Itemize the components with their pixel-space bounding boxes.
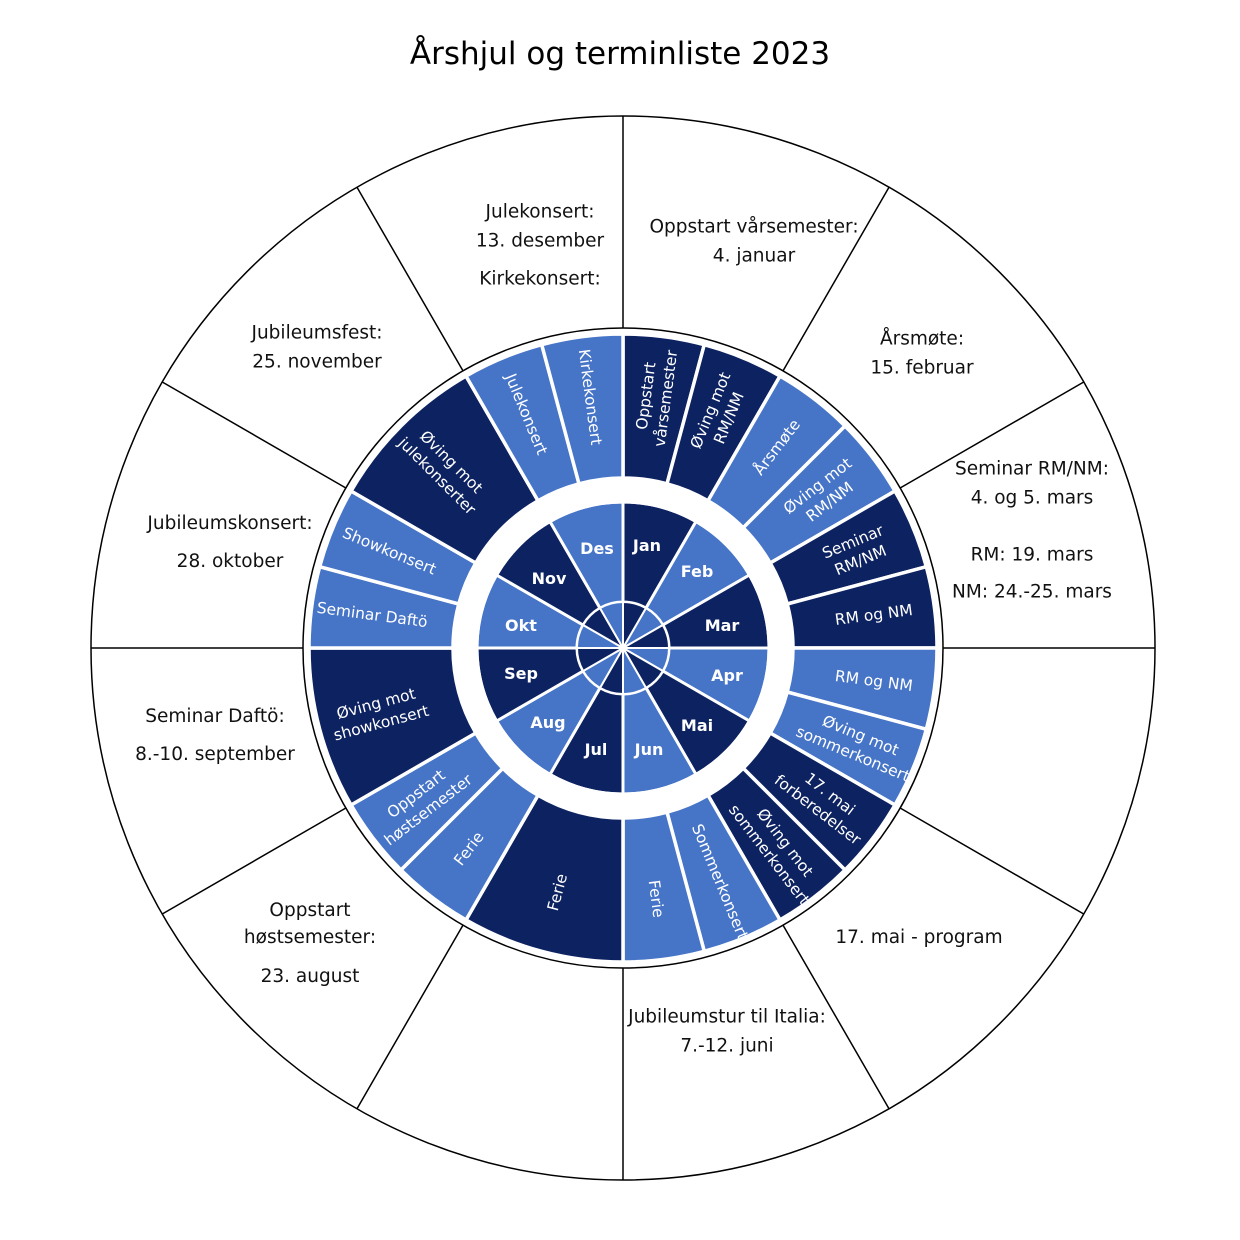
event-text-aug: 23. august — [261, 966, 360, 987]
month-label-sep: Sep — [504, 664, 538, 683]
event-text-mai: 17. mai - program — [835, 927, 1002, 948]
outer-divider — [899, 381, 1085, 489]
month-label-nov: Nov — [532, 569, 567, 588]
event-text-nov: 25. november — [252, 352, 382, 373]
outer-divider — [356, 186, 464, 372]
month-label-mar: Mar — [705, 616, 740, 635]
event-text-sep: 8.-10. september — [135, 744, 295, 765]
event-text-nov: Jubileumsfest: — [251, 323, 383, 344]
event-text-sep: Seminar Daftö: — [145, 706, 284, 727]
event-text-mar: NM: 24.-25. mars — [952, 582, 1112, 603]
activity-label-group: Ferie — [645, 879, 668, 919]
outer-divider — [782, 186, 890, 372]
month-label-feb: Feb — [681, 562, 714, 581]
event-text-jun: 7.-12. juni — [680, 1036, 773, 1057]
month-label-mai: Mai — [681, 716, 713, 735]
month-label-des: Des — [580, 539, 614, 558]
event-text-aug: høstsemester: — [244, 927, 376, 948]
event-text-jan: Oppstart vårsemester: — [649, 217, 858, 238]
activity-label: Ferie — [645, 879, 668, 919]
event-text-okt: 28. oktober — [177, 551, 284, 572]
month-label-jun: Jun — [634, 740, 664, 759]
center-wedge-des — [598, 600, 624, 652]
month-ring-edge — [475, 500, 771, 796]
event-text-okt: Jubileumskonsert: — [146, 513, 312, 534]
event-text-mar: Seminar RM/NM: — [955, 459, 1109, 480]
event-text-jun: Jubileumstur til Italia: — [627, 1007, 826, 1028]
event-text-des: 13. desember — [476, 231, 605, 252]
month-label-apr: Apr — [711, 666, 743, 685]
event-text-des: Julekonsert: — [485, 202, 595, 223]
month-label-okt: Okt — [505, 616, 537, 635]
month-label-jan: Jan — [632, 536, 661, 555]
outer-divider — [161, 807, 347, 915]
event-text-mar: RM: 19. mars — [971, 545, 1094, 566]
event-text-des: Kirkekonsert: — [479, 269, 601, 290]
outer-divider — [782, 924, 890, 1110]
outer-divider — [899, 807, 1085, 915]
event-text-mar: 4. og 5. mars — [971, 488, 1094, 509]
event-text-aug: Oppstart — [269, 900, 350, 921]
month-ring: Jan Feb Mar Apr Mai Jun Jul Aug Sep Okt Nov Des — [453, 478, 793, 818]
event-text-feb: 15. februar — [870, 358, 974, 379]
event-text-feb: Årsmøte: — [880, 328, 964, 350]
outer-divider — [161, 381, 347, 489]
outer-divider — [356, 924, 464, 1110]
page-title: Årshjul og terminliste 2023 — [410, 36, 830, 72]
event-text-jan: 4. januar — [713, 246, 796, 267]
month-label-jul: Jul — [584, 740, 608, 759]
month-label-aug: Aug — [530, 713, 565, 732]
